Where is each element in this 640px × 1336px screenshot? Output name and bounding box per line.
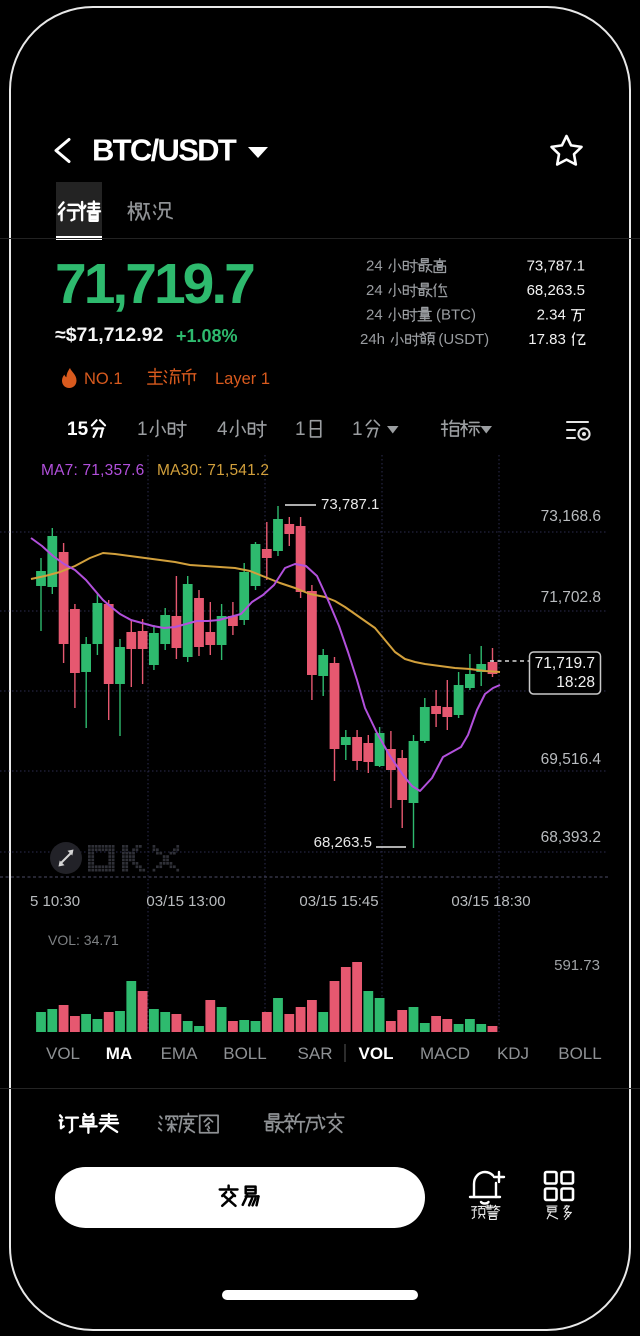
svg-text:BOLL: BOLL — [223, 1044, 266, 1063]
svg-text:1: 1 — [295, 419, 306, 440]
svg-text:73,787.1: 73,787.1 — [321, 496, 379, 513]
svg-text:1: 1 — [352, 419, 363, 440]
svg-text:MA30: 71,541.2: MA30: 71,541.2 — [157, 462, 269, 479]
svg-text:VOL: VOL — [46, 1044, 80, 1063]
svg-text:68,263.5: 68,263.5 — [314, 834, 372, 851]
svg-text:73,168.6: 73,168.6 — [541, 508, 601, 525]
svg-text:VOL: VOL — [359, 1044, 394, 1063]
svg-text:24: 24 — [366, 307, 383, 324]
svg-text:VOL: 34.71: VOL: 34.71 — [48, 932, 119, 948]
svg-text:71,702.8: 71,702.8 — [541, 589, 601, 606]
svg-text:MA7: 71,357.6: MA7: 71,357.6 — [41, 462, 144, 479]
svg-text:BTC/USDT: BTC/USDT — [92, 133, 237, 168]
svg-text:71,719.7: 71,719.7 — [535, 655, 595, 672]
svg-text:24h: 24h — [360, 331, 385, 348]
svg-text:5 10:30: 5 10:30 — [30, 893, 80, 910]
svg-text:BOLL: BOLL — [558, 1044, 601, 1063]
svg-text:NO.1: NO.1 — [84, 370, 123, 388]
svg-text:69,516.4: 69,516.4 — [541, 751, 602, 768]
svg-text:73,787.1: 73,787.1 — [527, 258, 585, 275]
svg-text:15: 15 — [67, 419, 89, 440]
svg-text:03/15 15:45: 03/15 15:45 — [299, 893, 378, 910]
svg-text:18:28: 18:28 — [556, 674, 595, 691]
svg-text:03/15 18:30: 03/15 18:30 — [451, 893, 530, 910]
svg-text:17.83: 17.83 — [528, 331, 566, 348]
svg-text:1: 1 — [137, 419, 148, 440]
svg-text:Layer 1: Layer 1 — [215, 370, 270, 388]
svg-text:24: 24 — [366, 282, 383, 299]
svg-text:MA: MA — [106, 1044, 132, 1063]
svg-text:591.73: 591.73 — [554, 957, 600, 974]
svg-text:EMA: EMA — [161, 1044, 199, 1063]
svg-text:68,393.2: 68,393.2 — [541, 829, 601, 846]
svg-text:68,263.5: 68,263.5 — [527, 282, 585, 299]
svg-text:24: 24 — [366, 258, 383, 275]
svg-text:(USDT): (USDT) — [434, 331, 489, 348]
svg-text:4: 4 — [217, 419, 228, 440]
svg-text:MACD: MACD — [420, 1044, 470, 1063]
svg-text:KDJ: KDJ — [497, 1044, 529, 1063]
svg-text:03/15 13:00: 03/15 13:00 — [146, 893, 225, 910]
svg-text:2.34: 2.34 — [537, 307, 566, 324]
svg-text:SAR: SAR — [298, 1044, 333, 1063]
svg-text:(BTC): (BTC) — [432, 307, 476, 324]
